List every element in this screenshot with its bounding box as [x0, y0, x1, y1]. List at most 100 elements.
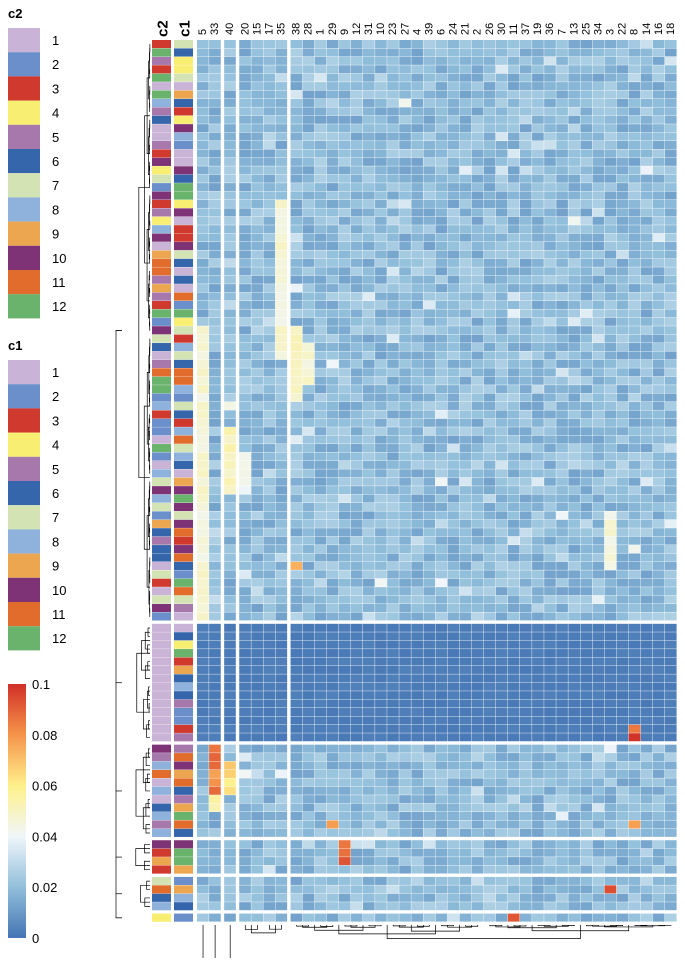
heatmap-cell: [239, 894, 251, 902]
heatmap-cell: [653, 657, 665, 665]
heatmap-cell: [496, 133, 508, 141]
heatmap-cell: [251, 770, 263, 778]
heatmap-cell: [387, 511, 399, 519]
heatmap-cell: [508, 503, 520, 511]
heatmap-cell: [605, 419, 617, 427]
heatmap-cell: [239, 725, 251, 733]
heatmap-cell: [532, 596, 544, 604]
heatmap-cell: [496, 840, 508, 848]
heatmap-cell: [544, 632, 556, 640]
heatmap-cell: [423, 394, 435, 402]
heatmap-cell: [520, 116, 532, 124]
c2-annotation-cell: [152, 250, 171, 258]
heatmap-cell: [387, 537, 399, 545]
heatmap-cell: [303, 427, 315, 435]
heatmap-cell: [251, 641, 263, 649]
heatmap-cell: [303, 318, 315, 326]
column-label: 1: [315, 29, 327, 35]
heatmap-cell: [556, 40, 568, 48]
c1-annotation-cell: [174, 335, 193, 343]
c2-annotation-cell: [152, 840, 171, 848]
heatmap-cell: [263, 141, 275, 149]
heatmap-cell: [387, 812, 399, 820]
heatmap-cell: [315, 624, 327, 632]
heatmap-cell: [629, 82, 641, 90]
heatmap-cell: [580, 410, 592, 418]
heatmap-cell: [303, 116, 315, 124]
heatmap-cell: [209, 149, 221, 157]
heatmap-cell: [520, 761, 532, 769]
heatmap-cell: [423, 385, 435, 393]
heatmap-cell: [508, 914, 520, 922]
heatmap-cell: [239, 402, 251, 410]
heatmap-cell: [224, 377, 236, 385]
heatmap-cell: [665, 158, 677, 166]
heatmap-cell: [568, 284, 580, 292]
heatmap-cell: [275, 175, 287, 183]
c2-annotation-cell: [152, 683, 171, 691]
heatmap-cell: [251, 91, 263, 99]
heatmap-cell: [423, 795, 435, 803]
heatmap-cell: [556, 857, 568, 865]
heatmap-cell: [399, 612, 411, 620]
c1-annotation-cell: [174, 141, 193, 149]
heatmap-cell: [641, 708, 653, 716]
heatmap-cell: [435, 885, 447, 893]
heatmap-cell: [224, 124, 236, 132]
heatmap-cell: [327, 217, 339, 225]
heatmap-cell: [665, 242, 677, 250]
heatmap-cell: [580, 91, 592, 99]
heatmap-cell: [605, 849, 617, 857]
heatmap-cell: [580, 812, 592, 820]
heatmap-cell: [641, 857, 653, 865]
heatmap-cell: [339, 183, 351, 191]
heatmap-cell: [251, 335, 263, 343]
c2-annotation-cell: [152, 632, 171, 640]
heatmap-cell: [411, 683, 423, 691]
heatmap-cell: [460, 452, 472, 460]
heatmap-cell: [508, 849, 520, 857]
heatmap-cell: [209, 284, 221, 292]
heatmap-cell: [303, 641, 315, 649]
heatmap-cell: [303, 351, 315, 359]
heatmap-cell: [592, 691, 604, 699]
heatmap-cell: [327, 829, 339, 837]
heatmap-cell: [291, 812, 303, 820]
heatmap-cell: [629, 478, 641, 486]
heatmap-cell: [653, 183, 665, 191]
heatmap-cell: [460, 469, 472, 477]
heatmap-cell: [263, 733, 275, 741]
heatmap-cell: [399, 849, 411, 857]
heatmap-cell: [209, 770, 221, 778]
heatmap-cell: [435, 579, 447, 587]
heatmap-cell: [351, 725, 363, 733]
heatmap-cell: [224, 175, 236, 183]
heatmap-cell: [641, 770, 653, 778]
heatmap-cell: [556, 849, 568, 857]
heatmap-cell: [617, 725, 629, 733]
heatmap-cell: [508, 495, 520, 503]
heatmap-cell: [460, 242, 472, 250]
heatmap-cell: [375, 562, 387, 570]
heatmap-cell: [224, 351, 236, 359]
heatmap-cell: [544, 840, 556, 848]
heatmap-cell: [315, 99, 327, 107]
heatmap-cell: [339, 632, 351, 640]
legend-label: 10: [52, 251, 66, 266]
heatmap-cell: [209, 293, 221, 301]
heatmap-cell: [423, 318, 435, 326]
column-label: 19: [532, 23, 544, 35]
heatmap-cell: [520, 99, 532, 107]
heatmap-cell: [496, 48, 508, 56]
heatmap-cell: [508, 452, 520, 460]
heatmap-cell: [435, 242, 447, 250]
heatmap-cell: [363, 91, 375, 99]
heatmap-cell: [363, 587, 375, 595]
heatmap-cell: [496, 410, 508, 418]
heatmap-cell: [263, 368, 275, 376]
heatmap-cell: [472, 666, 484, 674]
heatmap-cell: [544, 745, 556, 753]
heatmap-cell: [568, 528, 580, 536]
heatmap-cell: [496, 57, 508, 65]
heatmap-cell: [532, 318, 544, 326]
